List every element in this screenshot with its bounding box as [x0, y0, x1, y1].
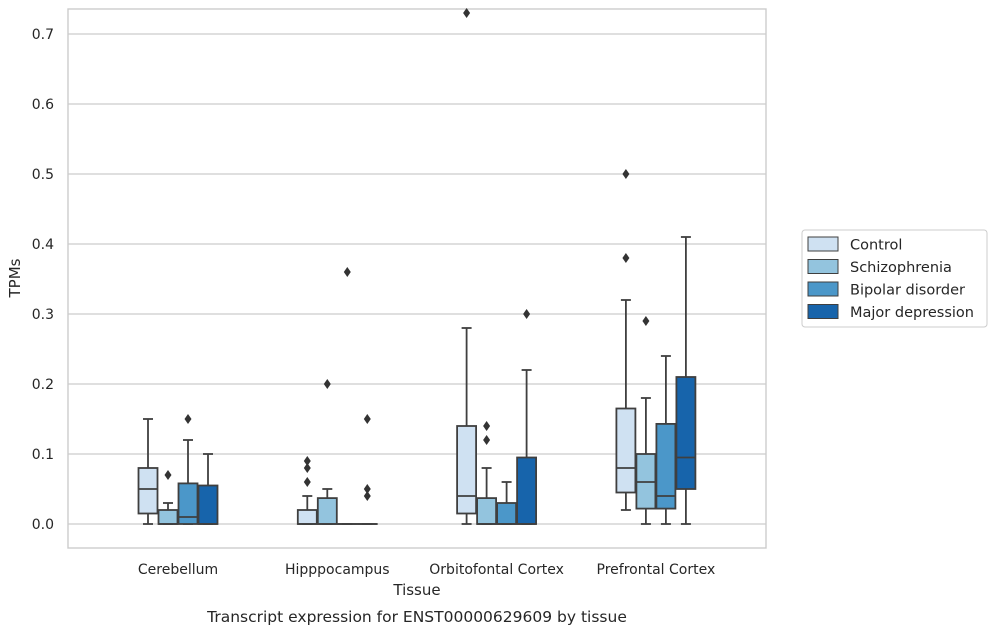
series-schizophrenia — [157, 316, 657, 525]
box — [516, 309, 537, 525]
outlier-marker — [303, 456, 311, 466]
box-body — [516, 456, 537, 525]
box — [296, 456, 318, 525]
legend-label: Control — [850, 238, 902, 254]
chart-caption: Transcript expression for ENST0000062960… — [206, 608, 627, 626]
legend-frame — [801, 229, 988, 328]
x-tick-label: Orbitofontal Cortex — [429, 562, 564, 578]
outlier-marker — [343, 267, 351, 277]
legend-label: Schizophrenia — [850, 260, 952, 276]
plot-frame — [67, 8, 767, 549]
legend-swatch — [807, 304, 839, 319]
gridlines — [68, 33, 766, 525]
box — [675, 236, 697, 525]
outlier-marker — [642, 316, 650, 326]
legend-items: Control Schizophrenia Bipolar disorder Majo… — [807, 236, 974, 321]
legend-swatch — [807, 281, 839, 297]
legend-swatch — [807, 259, 839, 274]
y-tick-label: 0.0 — [32, 517, 54, 533]
legend-label: Bipolar disorder — [850, 283, 965, 299]
outlier-marker — [303, 477, 311, 487]
box-body — [316, 497, 338, 525]
y-axis-ticks: 0.0 0.1 0.2 0.3 0.4 0.5 0.6 0.7 — [32, 27, 54, 533]
x-tick-label: Hipppocampus — [285, 562, 390, 578]
box — [316, 379, 338, 525]
y-tick-label: 0.1 — [32, 447, 54, 463]
box-body — [675, 376, 697, 490]
y-tick-label: 0.3 — [32, 307, 54, 323]
legend-swatch — [807, 236, 839, 252]
outlier-marker — [622, 253, 630, 263]
box-body — [655, 422, 677, 510]
box — [336, 267, 358, 525]
y-axis-label: TPMs — [6, 258, 24, 298]
outlier-marker — [483, 435, 491, 445]
outlier-marker — [363, 414, 371, 424]
box — [615, 169, 637, 511]
outlier-marker — [323, 379, 331, 389]
outlier-marker — [164, 470, 172, 480]
box-series — [137, 8, 697, 525]
outlier-marker — [363, 484, 371, 494]
outlier-marker — [184, 414, 192, 424]
outlier-marker — [363, 491, 371, 501]
y-tick-label: 0.6 — [32, 97, 54, 113]
legend: Control Schizophrenia Bipolar disorder Majo… — [801, 229, 988, 328]
outlier-marker — [523, 309, 531, 319]
outlier-marker — [622, 169, 630, 179]
x-tick-label: Cerebellum — [138, 562, 218, 578]
box — [476, 421, 498, 525]
x-tick-label: Prefrontal Cortex — [597, 562, 716, 578]
x-axis-ticks: Cerebellum Hipppocampus Orbitofontal Corte… — [138, 562, 715, 578]
box-body — [157, 509, 179, 525]
outlier-marker — [463, 8, 471, 18]
box — [456, 8, 478, 525]
series-major-depression — [197, 236, 697, 525]
series-bipolar-disorder — [177, 267, 677, 525]
box-body — [197, 484, 219, 525]
box-body — [615, 407, 637, 494]
box-body — [456, 425, 478, 515]
box — [177, 414, 199, 525]
box-body — [137, 467, 159, 515]
y-tick-label: 0.2 — [32, 377, 54, 393]
outlier-marker — [483, 421, 491, 431]
box — [137, 418, 159, 525]
box — [356, 414, 378, 525]
box — [157, 470, 179, 525]
box-body — [177, 482, 199, 525]
box — [655, 355, 677, 525]
outlier-marker — [303, 463, 311, 473]
box — [197, 453, 219, 525]
legend-label: Major depression — [850, 305, 974, 321]
box-body — [296, 509, 318, 525]
y-tick-label: 0.5 — [32, 167, 54, 183]
box — [635, 316, 657, 525]
x-axis-label: Tissue — [392, 581, 440, 599]
box-body — [476, 497, 498, 525]
box — [496, 481, 518, 525]
y-tick-label: 0.4 — [32, 237, 54, 253]
y-tick-label: 0.7 — [32, 27, 54, 43]
series-control — [137, 8, 637, 525]
box-body — [496, 502, 518, 525]
